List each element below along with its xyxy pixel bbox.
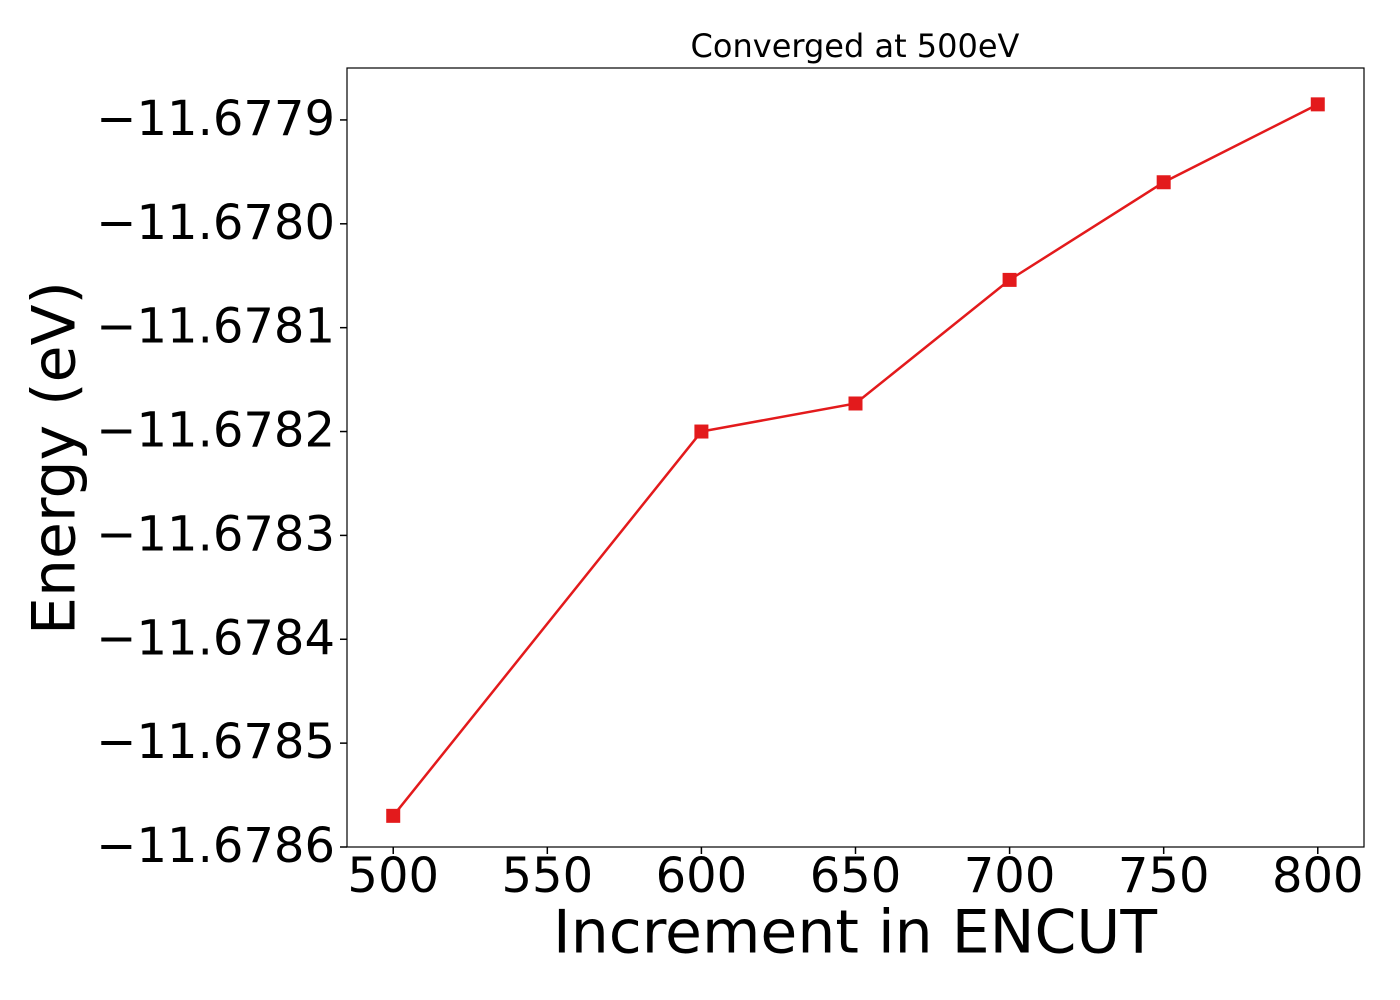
y-tick-label: −11.6785 bbox=[96, 714, 335, 770]
x-tick-label: 800 bbox=[1272, 848, 1364, 904]
y-tick-label: −11.6782 bbox=[96, 403, 335, 459]
x-tick-label: 600 bbox=[656, 848, 748, 904]
x-tick-label: 700 bbox=[964, 848, 1056, 904]
x-tick-label: 750 bbox=[1118, 848, 1210, 904]
marker bbox=[848, 396, 863, 411]
x-axis-label: Increment in ENCUT bbox=[553, 898, 1157, 968]
y-tick-label: −11.6779 bbox=[96, 91, 335, 147]
y-axis-label: Energy (eV) bbox=[20, 281, 90, 635]
chart-title: Converged at 500eV bbox=[691, 27, 1020, 65]
marker bbox=[1310, 97, 1325, 112]
marker bbox=[1002, 272, 1017, 287]
marker bbox=[694, 424, 709, 439]
line bbox=[392, 103, 1319, 817]
plot-frame bbox=[346, 67, 1365, 848]
x-tick-label: 650 bbox=[810, 848, 902, 904]
x-tick-label: 550 bbox=[502, 848, 594, 904]
y-tick-label: −11.6783 bbox=[96, 506, 335, 562]
y-tick-label: −11.6780 bbox=[96, 195, 335, 251]
marker bbox=[1156, 175, 1171, 190]
marker bbox=[386, 808, 401, 823]
y-tick-label: −11.6781 bbox=[96, 299, 335, 355]
x-tick-label: 500 bbox=[347, 848, 439, 904]
y-tick-label: −11.6786 bbox=[96, 818, 335, 874]
y-tick-label: −11.6784 bbox=[96, 610, 335, 666]
